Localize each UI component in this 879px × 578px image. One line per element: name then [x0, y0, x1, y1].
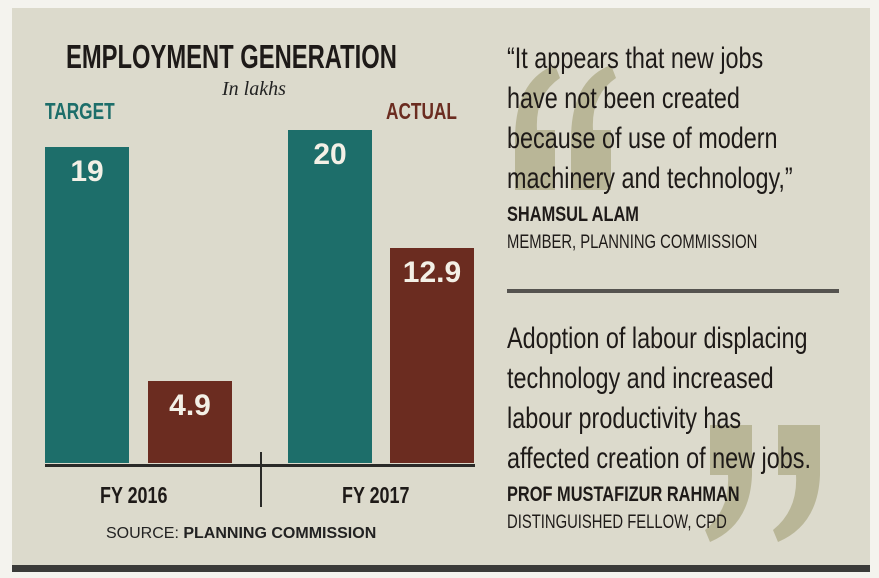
- open-quote-mark-icon: [515, 65, 616, 190]
- quote-1-line-3: because of use of modern: [507, 122, 778, 155]
- quote-2-role: DISTINGUISHED FELLOW, CPD: [507, 512, 727, 533]
- data-label: 12.9: [402, 256, 462, 290]
- quote-2-line-2: technology and increased: [507, 362, 774, 395]
- legend-target: TARGET: [45, 98, 115, 124]
- source-label: SOURCE:: [106, 525, 179, 542]
- bar-target-fy2017: 20: [288, 130, 372, 463]
- x-tick-label-fy2016: FY 2016: [100, 482, 168, 508]
- bar-actual-fy2016: 4.9: [148, 381, 232, 463]
- quote-1-author: SHAMSUL ALAM: [507, 203, 639, 226]
- data-label: 19: [70, 154, 104, 188]
- bar-actual-fy2017: 12.9: [390, 248, 474, 463]
- legend-actual: ACTUAL: [386, 98, 457, 124]
- source-note: SOURCE: PLANNING COMMISSION: [106, 525, 376, 543]
- data-label: 20: [313, 138, 347, 171]
- bottom-rule: [12, 565, 870, 572]
- chart-title: EMPLOYMENT GENERATION: [66, 38, 397, 75]
- bar-target-fy2016: 19: [45, 146, 129, 463]
- quote-1-line-1: “It appears that new jobs: [507, 42, 764, 75]
- quote-1-role: MEMBER, PLANNING COMMISSION: [507, 232, 758, 253]
- x-tick-label-fy2017: FY 2017: [342, 482, 410, 508]
- quote-1-line-2: have not been created: [507, 82, 740, 115]
- quote-2-author: PROF MUSTAFIZUR RAHMAN: [507, 483, 740, 506]
- close-quote-mark-icon: [705, 425, 820, 542]
- quote-1-line-4: machinery and technology,”: [507, 162, 793, 195]
- source-name: PLANNING COMMISSION: [183, 525, 377, 542]
- quote-2-line-3: labour productivity has: [507, 402, 742, 435]
- data-label: 4.9: [169, 389, 211, 423]
- quote-2-line-1: Adoption of labour displacing: [507, 322, 808, 355]
- quote-separator: [507, 289, 839, 293]
- category-divider: [260, 452, 262, 507]
- quote-2-line-4: affected creation of new jobs.: [507, 442, 811, 475]
- chart-subtitle: In lakhs: [222, 78, 286, 100]
